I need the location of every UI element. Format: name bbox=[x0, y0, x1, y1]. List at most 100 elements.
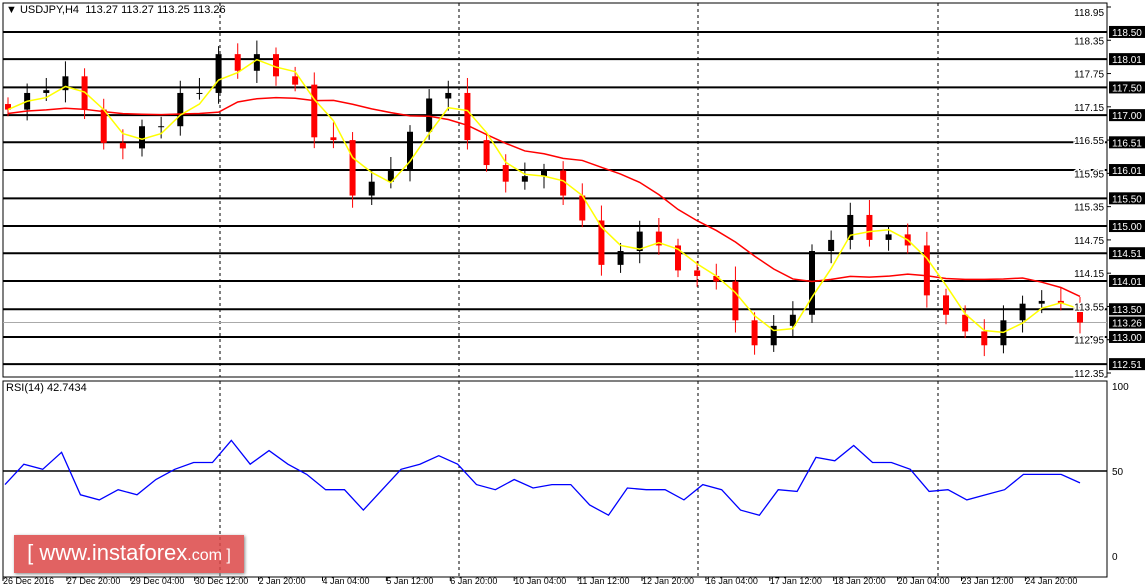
candle-body bbox=[139, 126, 145, 149]
candle-body bbox=[923, 245, 930, 296]
time-tick-label: 12 Jan 20:00 bbox=[642, 576, 694, 585]
candle-body bbox=[713, 275, 720, 282]
candle-body bbox=[675, 245, 681, 271]
level-label-box bbox=[1109, 330, 1145, 343]
candle-body bbox=[521, 176, 528, 182]
candle-body bbox=[636, 231, 643, 251]
candle-body bbox=[215, 54, 222, 93]
price-tick-label: 117.15 bbox=[1074, 103, 1104, 114]
price-tick-label: 114.75 bbox=[1074, 236, 1104, 247]
candle-body bbox=[598, 220, 605, 265]
candle-body bbox=[655, 231, 662, 246]
price-tick-label: 112.35 bbox=[1074, 369, 1104, 380]
current-price-box bbox=[1109, 316, 1145, 329]
slow-moving-average-line bbox=[7, 96, 1081, 298]
candle-body bbox=[502, 165, 509, 182]
candle-body bbox=[962, 314, 969, 332]
candle-body bbox=[119, 142, 126, 149]
candle-body bbox=[770, 325, 777, 346]
ohlc-values: 113.27 113.27 113.25 113.26 bbox=[85, 4, 226, 16]
candle-body bbox=[617, 251, 624, 265]
level-label: 112.51 bbox=[1112, 360, 1142, 371]
level-label-box bbox=[1109, 53, 1145, 66]
candle-body bbox=[62, 76, 69, 91]
time-tick-label: 20 Jan 04:00 bbox=[898, 576, 950, 585]
price-tick-label: 113.55 bbox=[1074, 302, 1104, 313]
fast-moving-average-line bbox=[7, 58, 1081, 334]
candle-body bbox=[789, 314, 796, 326]
level-label-box bbox=[1109, 274, 1145, 287]
price-tick-label: 118.35 bbox=[1074, 36, 1104, 47]
level-label: 113.00 bbox=[1112, 333, 1142, 344]
candle-body bbox=[732, 281, 739, 321]
instaforex-watermark[interactable]: [ www.instaforex.com ] bbox=[14, 535, 244, 573]
level-label-box bbox=[1109, 247, 1145, 260]
candle-body bbox=[1077, 303, 1083, 323]
candle-body bbox=[349, 140, 356, 196]
candle-body bbox=[579, 195, 586, 221]
candle-body bbox=[311, 84, 318, 138]
level-label: 116.51 bbox=[1112, 138, 1142, 149]
time-tick-label: 16 Jan 04:00 bbox=[706, 576, 758, 585]
level-label-box bbox=[1109, 220, 1145, 233]
watermark-suffix: .com ] bbox=[187, 547, 231, 564]
level-label-box bbox=[1109, 136, 1145, 149]
time-tick-label: 11 Jan 12:00 bbox=[578, 576, 629, 585]
candle-body bbox=[5, 104, 11, 110]
symbol-label: USDJPY,H4 bbox=[19, 4, 80, 16]
candle-body bbox=[177, 92, 184, 127]
candle-body bbox=[330, 137, 337, 141]
candle-body bbox=[100, 109, 107, 143]
level-label: 115.50 bbox=[1112, 194, 1142, 205]
candle-body bbox=[43, 90, 50, 93]
rsi-line bbox=[4, 439, 1081, 517]
candle-body bbox=[981, 331, 988, 346]
time-tick-label: 29 Dec 04:00 bbox=[131, 576, 185, 585]
level-label: 114.01 bbox=[1112, 277, 1142, 288]
level-label: 116.01 bbox=[1112, 166, 1142, 177]
level-label-box bbox=[1109, 164, 1145, 177]
candle-body bbox=[1038, 300, 1045, 304]
rsi-label: RSI(14) 42.7434 bbox=[6, 382, 87, 394]
time-tick-label: 6 Jan 20:00 bbox=[450, 576, 497, 585]
candle-body bbox=[407, 131, 413, 171]
candle-body bbox=[196, 92, 203, 94]
time-tick-label: 30 Dec 12:00 bbox=[195, 576, 249, 585]
current-price-label: 113.26 bbox=[1112, 319, 1142, 330]
main-panel-frame bbox=[2, 2, 1108, 378]
time-tick-label: 18 Jan 20:00 bbox=[834, 576, 886, 585]
candle-body bbox=[292, 76, 299, 85]
candle-body bbox=[885, 234, 892, 240]
dropdown-triangle-icon[interactable]: ▼ bbox=[6, 4, 17, 16]
rsi-tick-label: 50 bbox=[1112, 467, 1124, 478]
rsi-tick-label: 0 bbox=[1112, 552, 1118, 563]
time-tick-label: 2 Jan 20:00 bbox=[259, 576, 306, 585]
rsi-tick-label: 100 bbox=[1112, 382, 1129, 393]
candle-body bbox=[828, 239, 835, 251]
time-tick-label: 10 Jan 04:00 bbox=[514, 576, 566, 585]
candle-body bbox=[866, 214, 873, 240]
candle-body bbox=[234, 54, 241, 71]
time-tick-label: 27 Dec 20:00 bbox=[67, 576, 121, 585]
time-tick-label: 17 Jan 12:00 bbox=[770, 576, 822, 585]
time-tick-label: 4 Jan 04:00 bbox=[323, 576, 370, 585]
watermark-text: [ www.instaforex bbox=[27, 540, 188, 565]
level-label: 118.01 bbox=[1112, 55, 1142, 66]
price-tick-label: 114.15 bbox=[1074, 269, 1104, 280]
time-tick-label: 5 Jan 12:00 bbox=[386, 576, 433, 585]
time-tick-label: 24 Jan 20:00 bbox=[1025, 576, 1077, 585]
candle-body bbox=[464, 92, 471, 141]
price-tick-label: 117.75 bbox=[1074, 70, 1104, 81]
level-label-box bbox=[1109, 109, 1145, 122]
level-label-box bbox=[1109, 192, 1145, 205]
level-label-box bbox=[1109, 303, 1145, 316]
candle-body bbox=[943, 295, 949, 315]
price-tick-label: 118.95 bbox=[1074, 8, 1104, 19]
candle-body bbox=[445, 92, 452, 99]
candle-body bbox=[541, 170, 547, 177]
level-label-box bbox=[1109, 358, 1145, 371]
level-label-box bbox=[1109, 81, 1145, 94]
candle-body bbox=[368, 181, 375, 196]
